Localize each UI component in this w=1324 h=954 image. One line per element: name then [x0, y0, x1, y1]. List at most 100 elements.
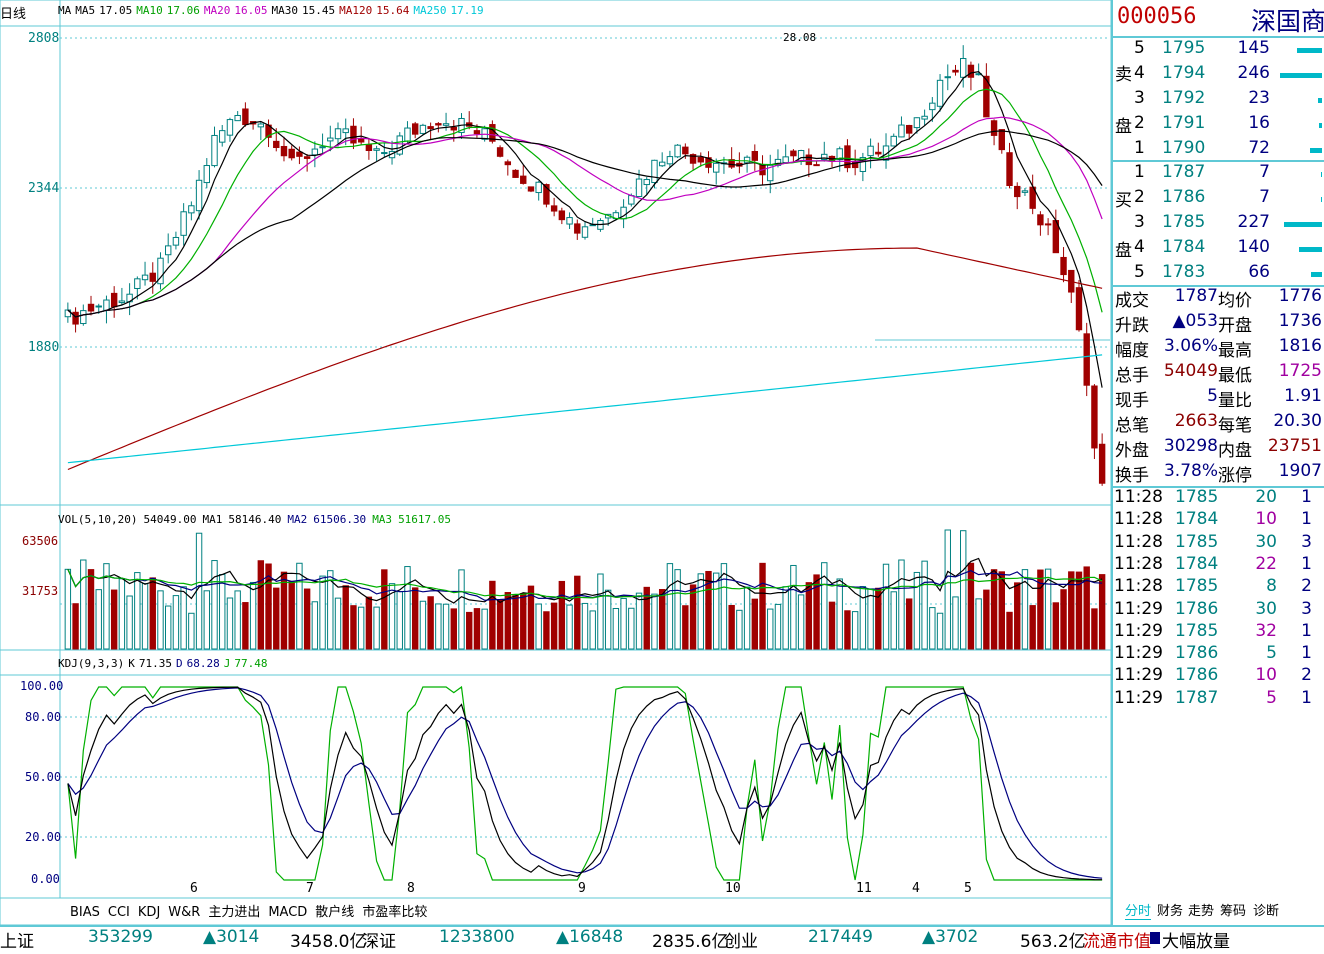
- tick-volume: 20: [1255, 487, 1277, 507]
- buy-price[interactable]: 1785: [1162, 212, 1206, 232]
- volume-bar: [512, 595, 519, 650]
- volume-bar: [736, 609, 743, 650]
- panel-tab-0[interactable]: 分时: [1125, 900, 1152, 920]
- sell-price[interactable]: 1792: [1162, 88, 1206, 108]
- candle-body: [643, 179, 650, 186]
- sell-volume: 145: [1237, 38, 1270, 58]
- month-label: 6: [190, 881, 198, 896]
- buy-price[interactable]: 1787: [1162, 162, 1206, 182]
- indicator-tab[interactable]: BIAS: [70, 905, 100, 920]
- candle-body: [334, 128, 342, 140]
- panel-tab-3[interactable]: 筹码: [1220, 904, 1247, 919]
- stat-value: 30298: [1163, 436, 1218, 456]
- ma-header-item: MA10: [136, 4, 163, 17]
- status-item[interactable]: 大幅放量: [1162, 932, 1230, 952]
- candle-body: [1075, 287, 1083, 331]
- volume-bar: [921, 560, 928, 650]
- indicator-tab[interactable]: KDJ: [137, 905, 161, 920]
- kline-chart-area[interactable]: [0, 0, 1112, 952]
- candle-body: [219, 130, 226, 143]
- volume-bar: [265, 563, 272, 650]
- sell-price[interactable]: 1790: [1162, 138, 1206, 158]
- indicator-tab[interactable]: W&R: [168, 905, 201, 920]
- buy-level: 4: [1134, 237, 1145, 257]
- candle-body: [396, 135, 403, 155]
- candle-body: [1044, 223, 1052, 226]
- volume-bar: [72, 603, 79, 650]
- period-label[interactable]: 日线: [0, 7, 27, 22]
- volume-bar: [211, 560, 218, 650]
- sell-side-label: 卖: [1115, 65, 1132, 85]
- candle-body: [1037, 214, 1044, 226]
- ma-header-item: MA: [58, 4, 72, 17]
- buy-price[interactable]: 1783: [1162, 262, 1206, 282]
- sell-price[interactable]: 1791: [1162, 113, 1206, 133]
- buy-price[interactable]: 1784: [1162, 237, 1206, 257]
- sell-price[interactable]: 1795: [1162, 38, 1206, 58]
- stat-label: 内盘: [1218, 441, 1252, 461]
- indicator-tab[interactable]: MACD: [268, 905, 308, 920]
- panel-tab-4[interactable]: 诊断: [1253, 904, 1280, 919]
- candle-body: [651, 159, 658, 184]
- volume-bar: [257, 560, 265, 650]
- depth-bar: [1298, 247, 1322, 252]
- volume-bar: [334, 597, 342, 650]
- volume-bar: [95, 589, 102, 650]
- candle-body: [411, 123, 419, 135]
- tick-time: 11:28: [1114, 576, 1163, 597]
- volume-bar: [913, 571, 921, 650]
- candle-body: [242, 108, 249, 126]
- candle-body: [496, 147, 504, 157]
- chart-frame: [0, 0, 1112, 926]
- volume-bar: [898, 559, 905, 650]
- stat-value: ▲053: [1172, 311, 1218, 331]
- panel-tab-1[interactable]: 财务: [1157, 904, 1184, 919]
- month-label: 11: [856, 881, 872, 896]
- indicator-tab[interactable]: 市盈率比较: [362, 905, 428, 920]
- kdj-axis-100: 100.00: [20, 679, 64, 693]
- stat-value: 1776: [1278, 286, 1322, 306]
- stat-label: 总手: [1115, 366, 1149, 386]
- volume-bar: [188, 612, 195, 650]
- volume-bar: [388, 583, 396, 650]
- indicator-tab[interactable]: 主力进出: [208, 905, 261, 920]
- tick-price: 1784: [1175, 553, 1219, 574]
- tick-time: 11:28: [1114, 553, 1163, 574]
- volume-bar: [435, 603, 442, 650]
- volume-bar: [543, 611, 550, 650]
- indicator-tab[interactable]: 散户线: [315, 905, 355, 920]
- stock-code[interactable]: 000056: [1117, 4, 1197, 29]
- status-item: ▲3702: [922, 927, 979, 947]
- tick-volume: 8: [1266, 576, 1277, 597]
- square-icon: [1150, 932, 1160, 944]
- buy-price[interactable]: 1786: [1162, 187, 1206, 207]
- stat-value: 3.78%: [1163, 461, 1218, 481]
- candle-body: [110, 292, 118, 308]
- indicator-tab[interactable]: CCI: [107, 905, 130, 920]
- candle-body: [527, 186, 535, 192]
- volume-bar: [357, 606, 365, 650]
- volume-bar: [597, 573, 604, 650]
- volume-bar: [296, 562, 303, 650]
- volume-bar: [157, 590, 164, 650]
- stat-label: 升跌: [1115, 316, 1149, 336]
- indicator-tabs: BIAS CCI KDJ W&R 主力进出 MACD 散户线 市盈率比较: [66, 901, 431, 920]
- volume-bar: [404, 566, 411, 650]
- volume-bar: [126, 595, 133, 650]
- panel-tab-2[interactable]: 走势: [1188, 904, 1215, 919]
- candle-body: [936, 79, 944, 107]
- candle-body: [929, 102, 936, 111]
- volume-bar: [1075, 571, 1083, 650]
- volume-axis-mid: 31753: [22, 584, 59, 598]
- ma10-line: [67, 88, 1103, 318]
- ma-header-item: MA20: [203, 4, 231, 17]
- candle-body: [821, 153, 828, 160]
- stat-label: 幅度: [1115, 341, 1149, 361]
- stock-name[interactable]: 深国商: [1251, 7, 1324, 36]
- kdj-header-item: J: [223, 657, 231, 670]
- volume-bar: [442, 603, 450, 650]
- candle-body: [944, 76, 951, 79]
- volume-bar: [1083, 566, 1090, 650]
- stat-label: 每笔: [1218, 416, 1252, 436]
- sell-price[interactable]: 1794: [1162, 63, 1206, 83]
